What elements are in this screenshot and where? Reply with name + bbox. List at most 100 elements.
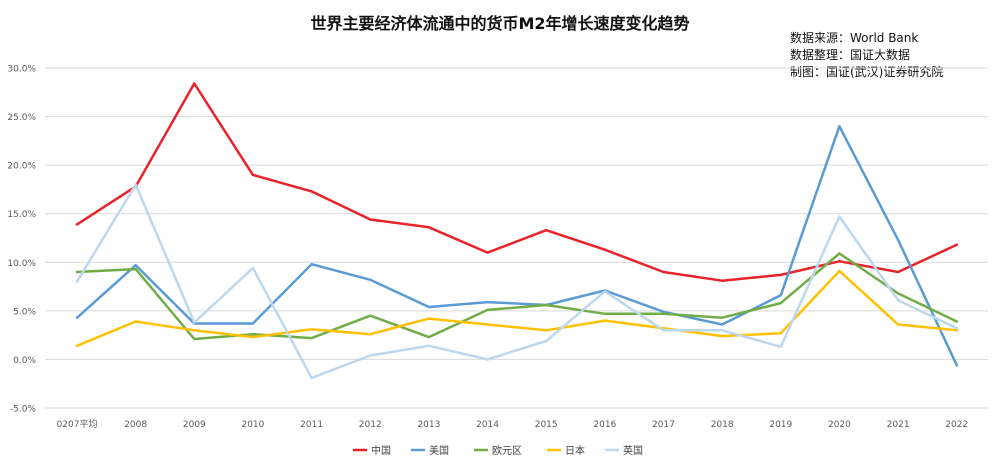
data-point [75,344,79,348]
legend-item: 中国 [353,444,391,457]
data-point [75,223,79,226]
legend-label: 英国 [623,444,643,457]
data-point [779,294,782,297]
y-tick-label: 15.0% [7,210,36,220]
data-point [603,248,607,251]
series-group [75,125,959,367]
data-point [955,364,958,367]
data-point [896,298,900,302]
data-point [662,329,665,332]
data-point [662,310,665,314]
x-tick-label: 2012 [359,420,382,430]
data-point [603,312,607,315]
source-note: 数据来源：World Bank [790,31,919,45]
data-point [838,252,841,255]
series-line [75,125,959,367]
data-point [955,243,958,246]
x-tick-label: 2020 [828,420,851,430]
x-tick-label: 2014 [476,420,499,430]
data-point [838,215,841,218]
data-point [427,335,431,339]
y-tick-label: 5.0% [13,307,36,317]
data-point [251,266,255,270]
x-tick-label: 2021 [887,420,910,430]
series-group [75,269,959,348]
data-point [193,321,196,324]
series-group [75,252,959,341]
data-point [896,238,900,242]
data-point [779,345,782,348]
data-point [955,329,958,332]
data-point [251,322,255,325]
y-tick-label: 0.0% [13,356,36,366]
y-tick-label: 25.0% [7,113,36,123]
x-tick-label: 2017 [652,420,675,430]
data-point [838,260,841,263]
legend-label: 美国 [429,444,449,457]
data-point [486,358,489,361]
data-point [779,301,782,305]
data-point [369,332,372,336]
data-point [193,82,196,85]
data-point [838,269,841,273]
legend-item: 日本 [547,444,585,457]
x-tick-label: 2008 [124,420,147,430]
data-point [720,329,724,332]
y-tick-label: 30.0% [7,65,36,75]
data-point [369,354,372,357]
data-point [193,337,196,341]
data-point [310,376,313,380]
series-line [75,82,959,282]
data-point [251,173,255,177]
data-point [427,305,431,309]
organizer-note: 数据整理：国证大数据 [790,48,911,62]
data-point [427,317,431,320]
data-point [545,329,548,332]
y-tick-label: 10.0% [7,259,36,269]
data-point [75,316,79,319]
x-tick-label: 2015 [535,420,558,430]
data-point [427,226,431,229]
x-tick-label: 2009 [183,420,206,430]
data-point [779,273,782,277]
y-tick-label: 20.0% [7,162,36,172]
data-point [896,323,900,326]
data-point [310,190,313,193]
x-tick-label: 2019 [769,420,792,430]
chart-title: 世界主要经济体流通中的货币M2年增长速度变化趋势 [310,14,690,33]
x-tick-label: 2022 [945,420,968,430]
legend-item: 英国 [605,444,643,457]
legend-item: 欧元区 [474,445,522,457]
legend-label: 中国 [371,444,391,457]
data-point [134,183,137,186]
data-point [545,229,548,232]
legend-label: 欧元区 [492,445,522,457]
data-point [193,329,196,332]
data-point [896,270,900,274]
data-point [75,280,79,283]
data-point [486,323,489,326]
data-point [720,279,724,282]
data-point [251,332,255,336]
data-point [603,319,607,322]
legend-item: 美国 [411,444,449,457]
data-point [545,303,548,307]
data-point [720,323,724,326]
data-point [896,292,900,295]
data-point [310,336,313,340]
series-group [75,82,959,282]
x-tick-label: 2010 [241,420,264,430]
legend-label: 日本 [565,444,585,457]
data-point [486,300,489,304]
data-point [310,328,313,331]
series-group [75,183,959,380]
x-tick-label: 2011 [300,420,323,430]
data-point [720,334,724,338]
data-point [955,320,958,323]
data-point [779,332,782,335]
y-tick-label: -5.0% [10,405,37,415]
x-tick-label: 2016 [593,420,616,430]
data-point [134,264,137,267]
data-point [720,316,724,319]
